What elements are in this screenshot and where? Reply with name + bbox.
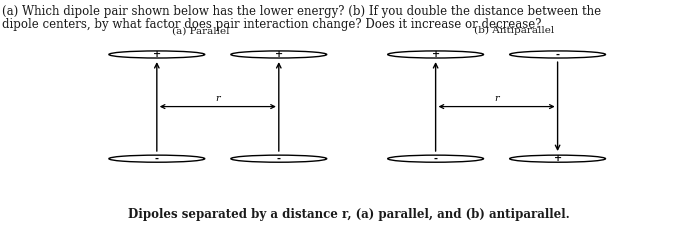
Text: r: r	[494, 94, 499, 103]
Text: (b) Antiparallel: (b) Antiparallel	[474, 26, 554, 35]
Text: +: +	[275, 50, 283, 59]
Text: (a) Parallel: (a) Parallel	[171, 26, 229, 35]
Text: -: -	[556, 50, 560, 59]
Text: +: +	[431, 50, 440, 59]
Text: (a) Which dipole pair shown below has the lower energy? (b) If you double the di: (a) Which dipole pair shown below has th…	[1, 5, 601, 18]
Text: r: r	[215, 94, 220, 103]
Ellipse shape	[388, 51, 484, 58]
Ellipse shape	[231, 155, 327, 162]
Ellipse shape	[388, 155, 484, 162]
Text: +: +	[153, 50, 161, 59]
Text: -: -	[155, 154, 159, 163]
Ellipse shape	[231, 51, 327, 58]
Ellipse shape	[510, 155, 606, 162]
Text: dipole centers, by what factor does pair interaction change? Does it increase or: dipole centers, by what factor does pair…	[1, 18, 542, 31]
Text: -: -	[277, 154, 281, 163]
Ellipse shape	[109, 155, 205, 162]
Text: -: -	[434, 154, 438, 163]
Ellipse shape	[510, 51, 606, 58]
Ellipse shape	[109, 51, 205, 58]
Text: +: +	[553, 154, 562, 163]
Text: Dipoles separated by a distance r, (a) parallel, and (b) antiparallel.: Dipoles separated by a distance r, (a) p…	[128, 208, 569, 221]
